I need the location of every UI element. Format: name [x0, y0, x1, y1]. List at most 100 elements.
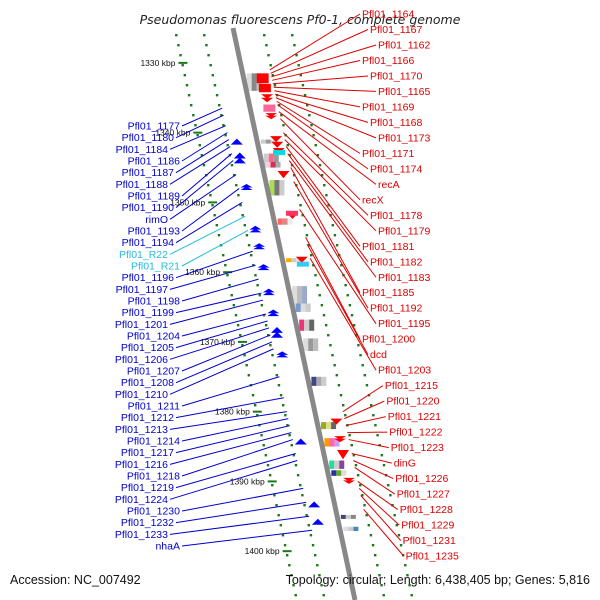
- track-tick: [215, 224, 219, 227]
- track-tick: [376, 564, 379, 567]
- track-tick: [232, 174, 236, 177]
- track-tick: [281, 534, 285, 537]
- gene-label: Pfl01_1205: [121, 342, 174, 354]
- track-tick: [310, 254, 313, 257]
- track-tick: [348, 304, 352, 307]
- leader-line: [299, 209, 377, 324]
- track-tick: [399, 544, 403, 547]
- gene-label: Pfl01_1189: [128, 191, 181, 203]
- gc-block: [246, 73, 252, 91]
- gene-label: Pfl01_1182: [370, 256, 423, 268]
- track-tick: [323, 184, 326, 187]
- leader-line: [175, 341, 273, 384]
- track-tick: [203, 34, 206, 37]
- leader-lines: [169, 13, 405, 557]
- track-tick: [294, 464, 298, 467]
- leader-line: [181, 153, 233, 197]
- track-tick: [340, 264, 343, 267]
- gc-block: [282, 218, 288, 225]
- track-tick: [393, 514, 396, 517]
- leader-line: [357, 481, 398, 510]
- gene-label: Pfl01_1226: [395, 473, 448, 485]
- reverse-gene-arrow: [267, 312, 280, 317]
- leader-line: [175, 453, 296, 489]
- track-tick: [387, 484, 390, 487]
- track-tick: [318, 164, 322, 167]
- track-tick: [333, 234, 337, 237]
- forward-gene-block: [256, 73, 269, 84]
- forward-gene-arrow: [337, 450, 350, 460]
- gene-label: Pfl01_1227: [397, 489, 450, 501]
- track-tick: [406, 574, 409, 577]
- gene-label: Pfl01_1235: [406, 551, 459, 563]
- track-tick: [374, 424, 377, 427]
- leader-line: [276, 100, 361, 154]
- track-tick: [301, 494, 304, 497]
- track-tick: [260, 304, 264, 307]
- track-tick: [200, 154, 204, 157]
- gene-label: Pfl01_1164: [362, 9, 415, 21]
- leader-line: [284, 139, 377, 232]
- track-tick: [279, 524, 282, 527]
- gc-block: [286, 258, 292, 263]
- scale-label: 1340 kbp: [155, 128, 190, 138]
- gc-block: [291, 258, 297, 263]
- track-tick: [284, 414, 287, 417]
- gene-label: Pfl01_1221: [388, 411, 441, 423]
- gene-label: Pfl01_1178: [370, 210, 423, 222]
- leader-line: [181, 439, 293, 477]
- track-tick: [234, 314, 238, 317]
- track-tick: [262, 314, 266, 317]
- track-tick: [382, 594, 385, 597]
- forward-gene-block: [258, 83, 271, 93]
- track-tick: [322, 594, 325, 597]
- gene-label: Pfl01_1228: [400, 504, 453, 516]
- gene-label: Pfl01_1162: [378, 39, 431, 51]
- gene-label: Pfl01_1198: [128, 296, 181, 308]
- leader-line: [277, 104, 369, 170]
- gc-block: [269, 180, 275, 196]
- track-tick: [404, 564, 407, 567]
- leader-line: [181, 188, 240, 232]
- forward-gene-block: [263, 104, 276, 112]
- track-tick: [312, 264, 315, 267]
- track-tick: [290, 164, 294, 167]
- track-tick: [305, 234, 309, 237]
- leader-line: [175, 250, 253, 279]
- leader-line: [309, 257, 377, 371]
- gene-label: Pfl01_1170: [370, 70, 423, 82]
- scale-label: 1370 kbp: [200, 337, 235, 347]
- track-tick: [365, 384, 369, 387]
- leader-line: [293, 181, 369, 309]
- track-tick: [190, 104, 193, 107]
- reverse-gene-arrow: [262, 291, 275, 296]
- track-tick: [329, 214, 332, 217]
- track-tick: [380, 454, 384, 457]
- leader-line: [169, 215, 246, 255]
- reverse-gene-arrow: [270, 331, 283, 338]
- track-tick: [309, 534, 313, 537]
- track-tick: [316, 284, 319, 287]
- track-tick: [217, 234, 221, 237]
- leader-line: [278, 111, 377, 185]
- gc-block: [274, 180, 280, 196]
- track-tick: [297, 64, 300, 67]
- track-tick: [339, 394, 343, 397]
- track-tick: [273, 84, 277, 87]
- track-tick: [369, 534, 373, 537]
- track-tick: [179, 54, 182, 57]
- leader-line: [287, 153, 369, 263]
- forward-gene-arrow: [334, 438, 347, 443]
- gene-label: Pfl01_1188: [116, 179, 169, 191]
- track-tick: [278, 104, 281, 107]
- gene-label: Pfl01_1166: [362, 55, 415, 67]
- leader-line: [353, 460, 394, 480]
- dotted-ticks-layer: [175, 34, 413, 597]
- reverse-gene-arrow: [276, 351, 289, 355]
- track-tick: [316, 154, 320, 157]
- track-tick: [356, 474, 360, 477]
- track-tick: [281, 404, 285, 407]
- scale-label: 1390 kbp: [230, 476, 265, 486]
- track-tick: [303, 224, 307, 227]
- gene-label: Pfl01_R21: [131, 261, 180, 273]
